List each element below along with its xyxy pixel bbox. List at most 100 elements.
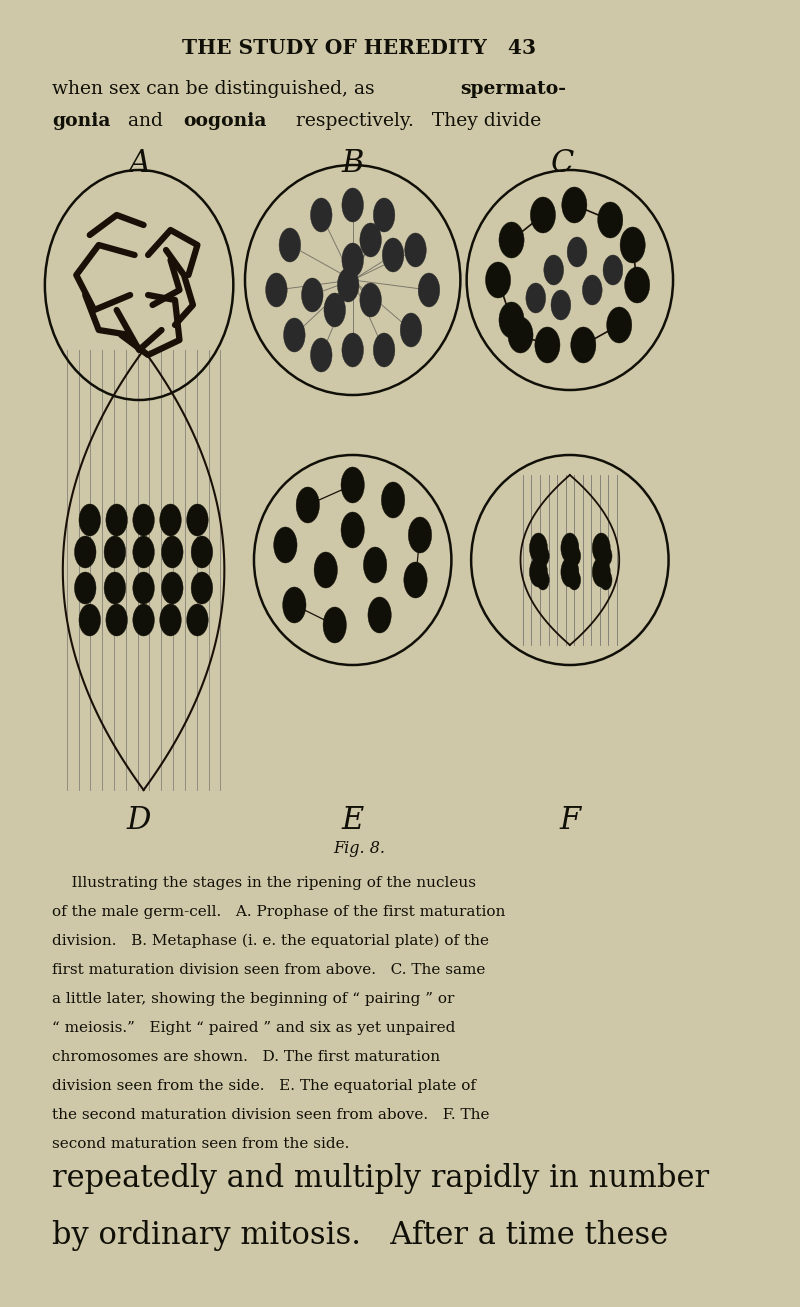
Ellipse shape — [418, 273, 440, 307]
Ellipse shape — [186, 604, 208, 637]
Ellipse shape — [342, 243, 363, 277]
Ellipse shape — [106, 604, 127, 637]
Ellipse shape — [374, 333, 395, 367]
Ellipse shape — [404, 562, 427, 599]
Ellipse shape — [405, 233, 426, 267]
Ellipse shape — [625, 267, 650, 303]
Ellipse shape — [562, 187, 587, 223]
Text: oogonia: oogonia — [183, 112, 266, 129]
Text: second maturation seen from the side.: second maturation seen from the side. — [52, 1137, 350, 1151]
Text: division.   B. Metaphase (i. e. the equatorial plate) of the: division. B. Metaphase (i. e. the equato… — [52, 935, 489, 949]
Ellipse shape — [561, 533, 579, 563]
Text: spermato-: spermato- — [460, 80, 566, 98]
Ellipse shape — [296, 488, 319, 523]
Text: D: D — [127, 805, 151, 836]
Text: E: E — [342, 805, 364, 836]
Ellipse shape — [382, 238, 404, 272]
Ellipse shape — [133, 604, 154, 637]
Ellipse shape — [282, 587, 306, 623]
Ellipse shape — [530, 197, 555, 233]
Text: division seen from the side.   E. The equatorial plate of: division seen from the side. E. The equa… — [52, 1080, 476, 1093]
Ellipse shape — [79, 505, 101, 536]
Text: and: and — [122, 112, 169, 129]
Ellipse shape — [561, 557, 579, 587]
Ellipse shape — [74, 536, 96, 569]
Ellipse shape — [133, 536, 154, 569]
Text: when sex can be distinguished, as: when sex can be distinguished, as — [52, 80, 381, 98]
Ellipse shape — [274, 527, 297, 563]
Ellipse shape — [508, 318, 533, 353]
Text: first maturation division seen from above.   C. The same: first maturation division seen from abov… — [52, 963, 486, 978]
Text: “ meiosis.”   Eight “ paired ” and six as yet unpaired: “ meiosis.” Eight “ paired ” and six as … — [52, 1021, 455, 1035]
Text: a little later, showing the beginning of “ pairing ” or: a little later, showing the beginning of… — [52, 992, 454, 1006]
Ellipse shape — [342, 188, 363, 222]
Ellipse shape — [341, 512, 364, 548]
Ellipse shape — [323, 606, 346, 643]
Ellipse shape — [310, 197, 332, 233]
Ellipse shape — [620, 227, 646, 263]
Ellipse shape — [408, 518, 432, 553]
Text: Illustrating the stages in the ripening of the nucleus: Illustrating the stages in the ripening … — [52, 876, 476, 890]
Ellipse shape — [606, 307, 632, 342]
Text: F: F — [559, 805, 581, 836]
Text: THE STUDY OF HEREDITY   43: THE STUDY OF HEREDITY 43 — [182, 38, 536, 58]
Ellipse shape — [374, 197, 395, 233]
Ellipse shape — [324, 293, 346, 327]
Text: by ordinary mitosis.   After a time these: by ordinary mitosis. After a time these — [52, 1219, 668, 1251]
Ellipse shape — [186, 505, 208, 536]
Ellipse shape — [530, 533, 547, 563]
Ellipse shape — [537, 546, 550, 566]
Ellipse shape — [551, 290, 570, 320]
Ellipse shape — [544, 255, 563, 285]
Ellipse shape — [368, 597, 391, 633]
Ellipse shape — [382, 482, 405, 518]
Ellipse shape — [570, 327, 596, 363]
Text: repeatedly and multiply rapidly in number: repeatedly and multiply rapidly in numbe… — [52, 1163, 709, 1195]
Ellipse shape — [530, 557, 547, 587]
Ellipse shape — [342, 333, 363, 367]
Ellipse shape — [279, 227, 301, 261]
Ellipse shape — [266, 273, 287, 307]
Ellipse shape — [582, 274, 602, 305]
Ellipse shape — [74, 572, 96, 604]
Ellipse shape — [310, 339, 332, 372]
Ellipse shape — [568, 546, 581, 566]
Text: A: A — [128, 148, 150, 179]
Ellipse shape — [160, 505, 182, 536]
Ellipse shape — [79, 604, 101, 637]
Ellipse shape — [400, 312, 422, 346]
Ellipse shape — [104, 536, 126, 569]
Ellipse shape — [338, 268, 359, 302]
Ellipse shape — [360, 284, 382, 318]
Text: of the male germ-cell.   A. Prophase of the first maturation: of the male germ-cell. A. Prophase of th… — [52, 904, 506, 919]
Ellipse shape — [162, 572, 183, 604]
Ellipse shape — [363, 548, 386, 583]
Ellipse shape — [599, 546, 612, 566]
Ellipse shape — [537, 570, 550, 589]
Ellipse shape — [598, 203, 622, 238]
Text: B: B — [342, 148, 364, 179]
Ellipse shape — [133, 505, 154, 536]
Ellipse shape — [599, 570, 612, 589]
Ellipse shape — [568, 570, 581, 589]
Ellipse shape — [106, 505, 127, 536]
Ellipse shape — [603, 255, 622, 285]
Ellipse shape — [341, 467, 364, 503]
Ellipse shape — [486, 261, 510, 298]
Text: C: C — [551, 148, 574, 179]
Ellipse shape — [592, 557, 610, 587]
Ellipse shape — [499, 222, 524, 257]
Ellipse shape — [104, 572, 126, 604]
Text: gonia: gonia — [52, 112, 110, 129]
Text: respectively.   They divide: respectively. They divide — [290, 112, 541, 129]
Ellipse shape — [567, 237, 587, 267]
Ellipse shape — [191, 536, 213, 569]
Text: the second maturation division seen from above.   F. The: the second maturation division seen from… — [52, 1108, 490, 1121]
Ellipse shape — [535, 327, 560, 363]
Ellipse shape — [314, 552, 338, 588]
Ellipse shape — [360, 223, 382, 257]
Ellipse shape — [526, 284, 546, 312]
Ellipse shape — [283, 318, 305, 352]
Ellipse shape — [592, 533, 610, 563]
Text: chromosomes are shown.   D. The first maturation: chromosomes are shown. D. The first matu… — [52, 1050, 440, 1064]
